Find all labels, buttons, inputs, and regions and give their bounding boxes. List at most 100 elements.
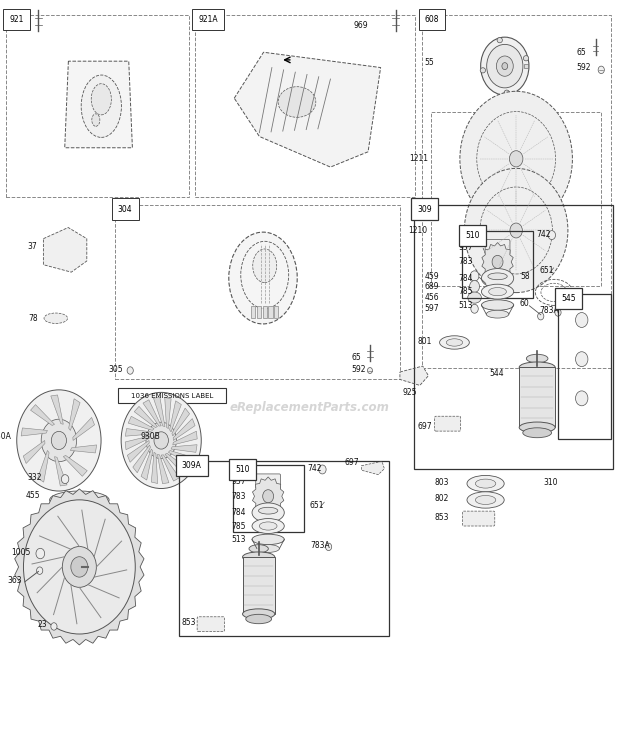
Ellipse shape bbox=[50, 491, 109, 509]
Polygon shape bbox=[157, 455, 169, 484]
Text: 742: 742 bbox=[536, 230, 551, 239]
Ellipse shape bbox=[246, 615, 272, 623]
Polygon shape bbox=[165, 397, 171, 429]
Ellipse shape bbox=[91, 83, 112, 115]
Text: 58: 58 bbox=[520, 272, 529, 280]
Polygon shape bbox=[69, 399, 80, 431]
Text: 544: 544 bbox=[490, 369, 504, 378]
Circle shape bbox=[24, 500, 135, 634]
Text: 309: 309 bbox=[417, 205, 432, 214]
Text: 332: 332 bbox=[28, 473, 42, 482]
Circle shape bbox=[555, 309, 561, 316]
Circle shape bbox=[71, 557, 88, 577]
Polygon shape bbox=[70, 445, 97, 453]
Text: 23: 23 bbox=[37, 620, 47, 629]
Ellipse shape bbox=[467, 292, 481, 304]
Text: 785: 785 bbox=[231, 522, 246, 530]
Text: 801: 801 bbox=[417, 338, 432, 347]
Text: 784: 784 bbox=[458, 274, 473, 283]
Text: 937: 937 bbox=[458, 243, 473, 251]
Text: 1036 EMISSIONS LABEL: 1036 EMISSIONS LABEL bbox=[131, 393, 213, 399]
Bar bbox=[263, 306, 267, 318]
Text: 60: 60 bbox=[520, 299, 529, 308]
Circle shape bbox=[464, 168, 568, 292]
Ellipse shape bbox=[481, 300, 514, 310]
Text: 969: 969 bbox=[354, 21, 368, 30]
Polygon shape bbox=[154, 397, 165, 426]
Text: eReplacementParts.com: eReplacementParts.com bbox=[230, 401, 390, 414]
Circle shape bbox=[319, 465, 326, 474]
Ellipse shape bbox=[526, 354, 548, 363]
Ellipse shape bbox=[519, 362, 555, 373]
Ellipse shape bbox=[480, 68, 485, 73]
Ellipse shape bbox=[229, 232, 297, 324]
Polygon shape bbox=[234, 52, 381, 167]
Text: 651: 651 bbox=[539, 266, 554, 275]
Text: 37: 37 bbox=[28, 242, 38, 251]
Ellipse shape bbox=[259, 522, 277, 530]
Polygon shape bbox=[51, 395, 63, 424]
Ellipse shape bbox=[467, 475, 504, 492]
Polygon shape bbox=[143, 400, 161, 426]
Text: 513: 513 bbox=[231, 535, 246, 544]
Text: 305: 305 bbox=[108, 365, 123, 373]
Polygon shape bbox=[171, 445, 197, 452]
Ellipse shape bbox=[476, 479, 496, 488]
Circle shape bbox=[368, 368, 373, 373]
Polygon shape bbox=[55, 457, 67, 486]
Text: 784: 784 bbox=[231, 508, 246, 517]
Polygon shape bbox=[21, 428, 48, 436]
Circle shape bbox=[598, 66, 604, 74]
Bar bbox=[251, 306, 255, 318]
Polygon shape bbox=[169, 451, 194, 464]
Circle shape bbox=[469, 280, 479, 292]
Circle shape bbox=[63, 547, 96, 587]
Polygon shape bbox=[141, 449, 153, 480]
Ellipse shape bbox=[519, 422, 555, 433]
Bar bbox=[195, 15, 415, 197]
Text: 937: 937 bbox=[231, 477, 246, 486]
Circle shape bbox=[61, 475, 69, 484]
Polygon shape bbox=[133, 445, 151, 472]
Text: 363: 363 bbox=[7, 576, 22, 585]
Polygon shape bbox=[15, 489, 144, 645]
Text: 853: 853 bbox=[182, 618, 196, 627]
Ellipse shape bbox=[92, 114, 100, 126]
Text: 1211: 1211 bbox=[409, 154, 428, 163]
Circle shape bbox=[471, 304, 478, 313]
FancyBboxPatch shape bbox=[435, 416, 461, 431]
Polygon shape bbox=[252, 477, 284, 516]
Bar bbox=[524, 65, 528, 68]
Polygon shape bbox=[151, 452, 157, 484]
Polygon shape bbox=[125, 429, 151, 436]
Circle shape bbox=[470, 271, 479, 281]
Text: 78: 78 bbox=[28, 314, 38, 323]
Polygon shape bbox=[128, 417, 154, 430]
Polygon shape bbox=[173, 432, 197, 445]
Polygon shape bbox=[400, 366, 428, 385]
Text: 455: 455 bbox=[26, 491, 41, 500]
Circle shape bbox=[263, 490, 273, 503]
Ellipse shape bbox=[252, 503, 284, 522]
Polygon shape bbox=[63, 455, 87, 476]
Polygon shape bbox=[172, 408, 190, 436]
Ellipse shape bbox=[259, 507, 278, 514]
Text: 969: 969 bbox=[12, 22, 27, 31]
Circle shape bbox=[538, 312, 544, 320]
Circle shape bbox=[492, 255, 503, 269]
Circle shape bbox=[502, 62, 508, 70]
Text: 803: 803 bbox=[434, 478, 448, 487]
Bar bbox=[242, 557, 275, 614]
Circle shape bbox=[41, 419, 77, 462]
Circle shape bbox=[487, 45, 523, 88]
FancyBboxPatch shape bbox=[463, 511, 495, 526]
Bar bbox=[558, 294, 611, 439]
Circle shape bbox=[480, 37, 529, 95]
Bar bbox=[118, 388, 226, 403]
Polygon shape bbox=[173, 419, 195, 440]
Circle shape bbox=[17, 390, 101, 491]
Ellipse shape bbox=[486, 310, 509, 318]
Ellipse shape bbox=[467, 492, 504, 508]
Ellipse shape bbox=[497, 37, 502, 42]
Ellipse shape bbox=[257, 545, 280, 553]
